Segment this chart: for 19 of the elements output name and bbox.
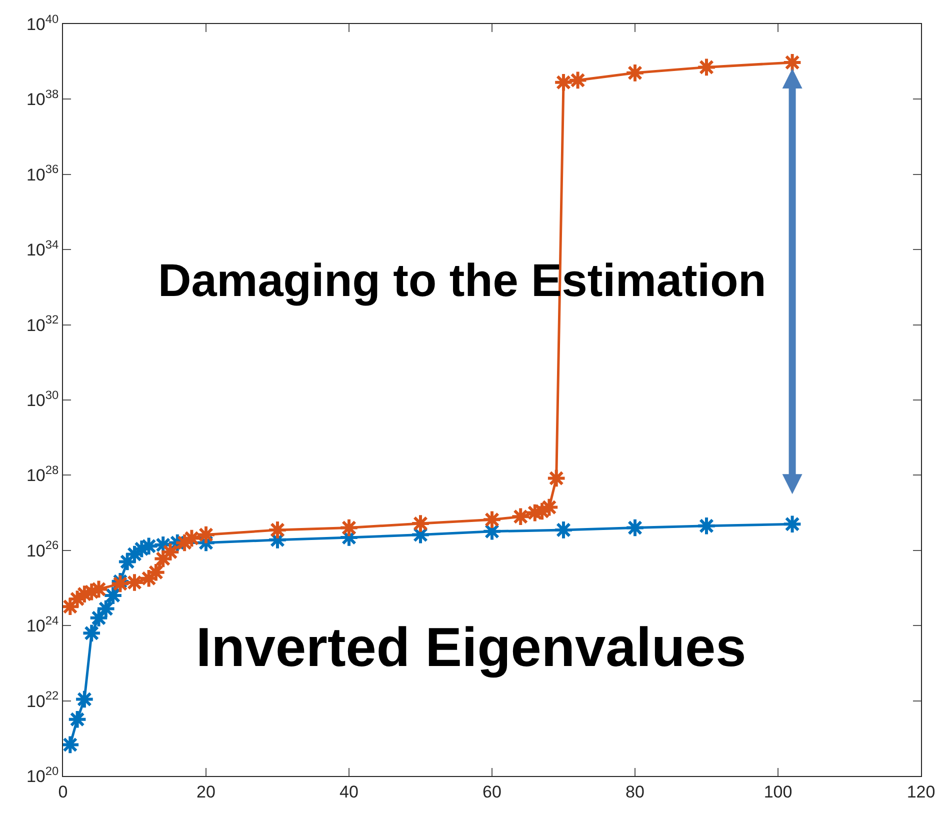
x-tick-label: 80 — [626, 782, 644, 802]
y-tick-label: 10$^{36}$ — [26, 162, 59, 184]
y-tick-label: 10$^{38}$ — [26, 87, 59, 110]
y-tick-label: 10$^{24}$ — [26, 613, 59, 636]
x-tick-label: 100 — [764, 782, 792, 802]
x-tick-label: 20 — [196, 782, 216, 802]
y-tick-label: 10$^{32}$ — [26, 312, 59, 335]
y-tick-label: 10$^{22}$ — [26, 688, 59, 711]
y-tick-label: 10$^{20}$ — [26, 764, 59, 786]
x-tick-label: 0 — [58, 782, 68, 802]
x-tick-label: 40 — [340, 782, 358, 802]
y-tick-label: 10$^{28}$ — [26, 463, 59, 486]
x-tick-label: 60 — [482, 782, 502, 802]
y-tick-label: 10$^{40}$ — [26, 12, 59, 34]
x-tick-label: 120 — [906, 782, 936, 802]
y-tick-label: 10$^{34}$ — [26, 237, 59, 260]
annotation: Inverted Eigenvalues — [196, 616, 746, 678]
y-tick-label: 10$^{26}$ — [26, 538, 59, 560]
y-tick-label: 10$^{30}$ — [26, 388, 59, 410]
